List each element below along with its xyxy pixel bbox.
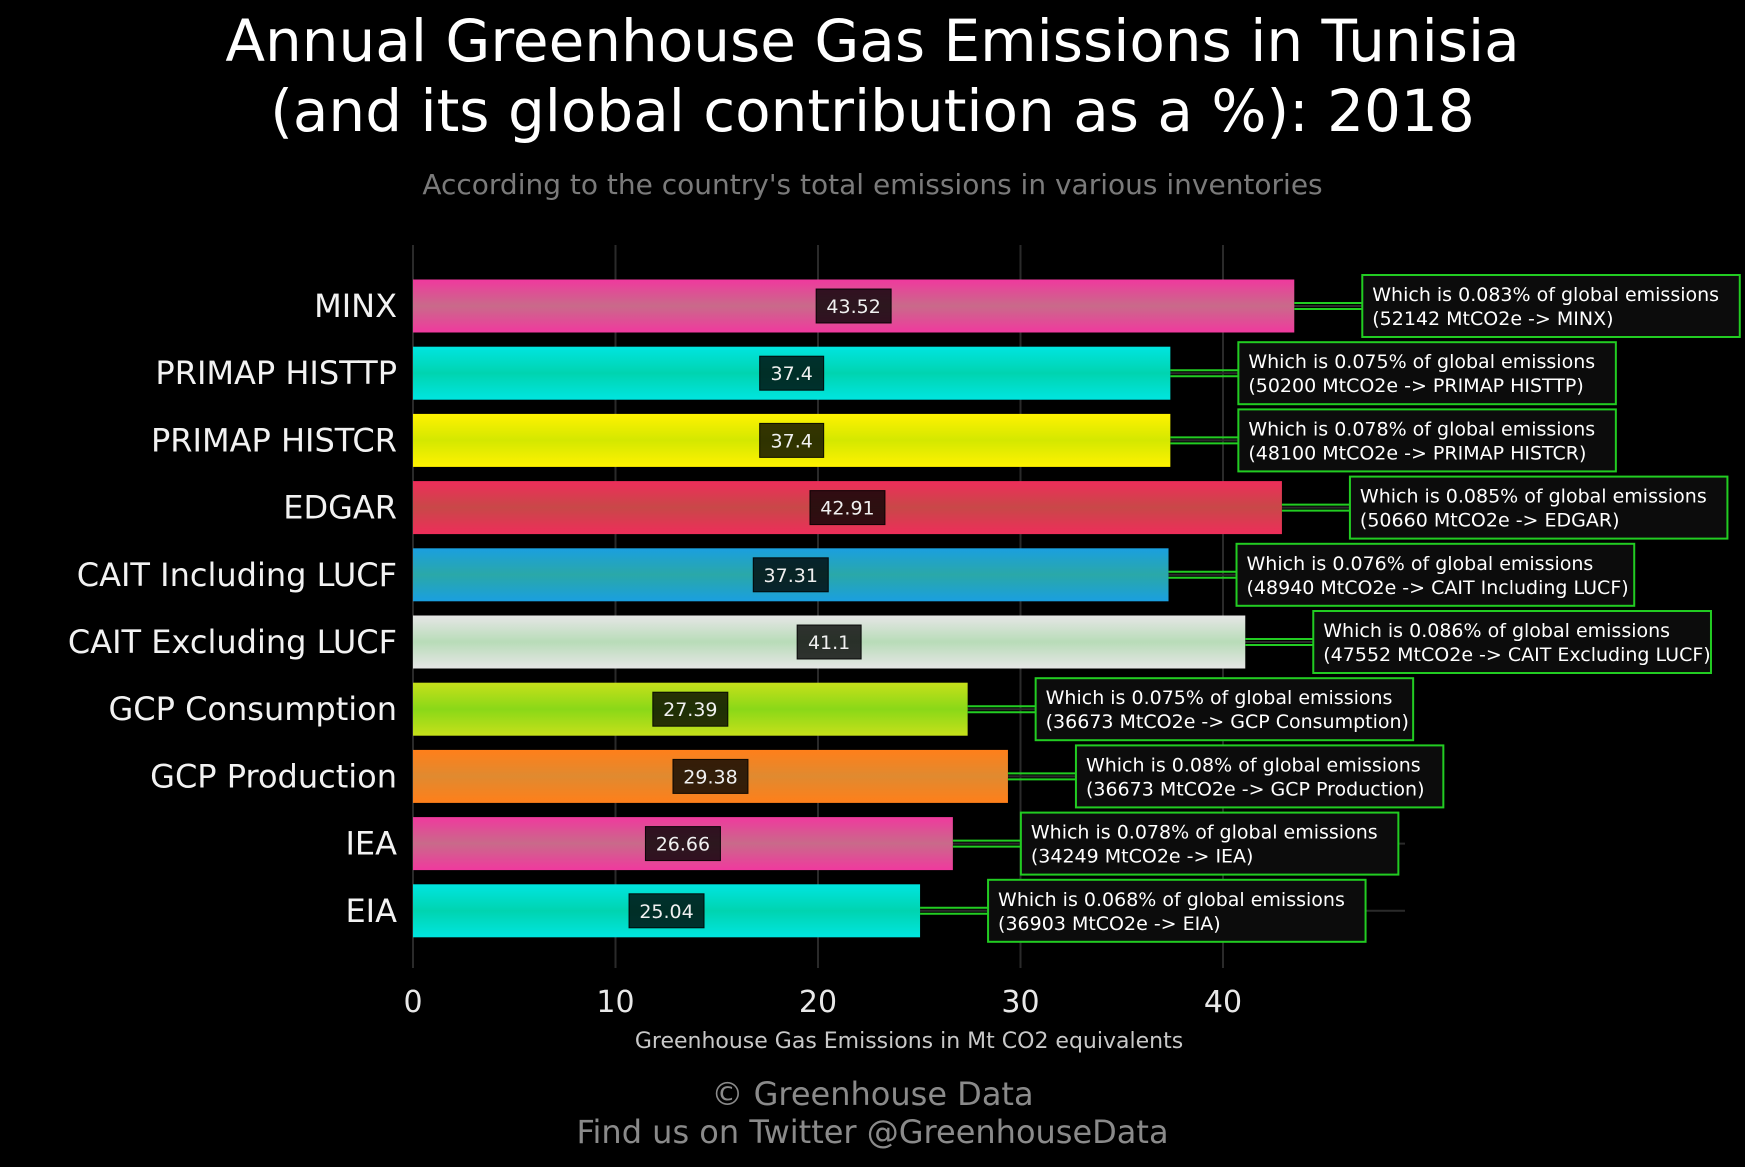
- annotation-box: [1019, 811, 1400, 876]
- annotation-line1: Which is 0.078% of global emissions: [1031, 822, 1378, 844]
- category-label: GCP Consumption: [108, 690, 397, 728]
- footer-copyright: © Greenhouse Data: [711, 1075, 1034, 1113]
- annotation-line1: Which is 0.078% of global emissions: [1248, 418, 1595, 440]
- category-label: CAIT Including LUCF: [77, 556, 397, 594]
- annotation-line1: Which is 0.086% of global emissions: [1323, 620, 1670, 642]
- annotation-box: [1348, 475, 1729, 540]
- value-label-box: [759, 355, 825, 391]
- chart-title: Annual Greenhouse Gas Emissions in Tunis…: [0, 6, 1745, 146]
- value-label: 37.31: [764, 565, 818, 587]
- annotation-line2: (47552 MtCO2e -> CAIT Excluding LUCF): [1323, 644, 1710, 666]
- category-label: GCP Production: [150, 757, 397, 795]
- value-label-box: [628, 893, 705, 929]
- chart-title-line2: (and its global contribution as a %): 20…: [270, 77, 1475, 145]
- annotation-line1: Which is 0.085% of global emissions: [1360, 486, 1707, 508]
- value-label-box: [644, 826, 721, 862]
- category-label: CAIT Excluding LUCF: [68, 623, 397, 661]
- annotation-box: [1312, 610, 1712, 674]
- annotation-line1: Which is 0.075% of global emissions: [1248, 351, 1595, 373]
- value-label: 27.39: [663, 699, 717, 721]
- value-label-box: [652, 691, 729, 727]
- category-label: IEA: [345, 825, 397, 863]
- value-label-box: [759, 422, 825, 458]
- value-label: 43.52: [826, 296, 880, 318]
- x-tick-label: 40: [1204, 985, 1242, 1020]
- annotation-line2: (36903 MtCO2e -> EIA): [998, 913, 1221, 935]
- annotation-box: [1074, 744, 1445, 809]
- category-label: PRIMAP HISTCR: [151, 421, 397, 459]
- annotations: Which is 0.083% of global emissions(5214…: [920, 274, 1741, 943]
- annotation-line1: Which is 0.08% of global emissions: [1086, 754, 1421, 776]
- annotation-line1: Which is 0.076% of global emissions: [1247, 553, 1594, 575]
- annotation-line2: (34249 MtCO2e -> IEA): [1031, 846, 1254, 868]
- value-label: 37.4: [771, 430, 813, 452]
- chart-title-line1: Annual Greenhouse Gas Emissions in Tunis…: [225, 7, 1520, 75]
- value-label: 41.1: [808, 632, 850, 654]
- x-tick-label: 20: [799, 985, 837, 1020]
- category-label: EIA: [345, 892, 397, 930]
- annotation-line1: Which is 0.068% of global emissions: [998, 889, 1345, 911]
- x-tick-label: 30: [1001, 985, 1039, 1020]
- annotation-box: [1237, 341, 1617, 406]
- value-label-box: [815, 288, 892, 324]
- annotation-line2: (36673 MtCO2e -> GCP Consumption): [1046, 711, 1409, 733]
- value-label-box: [809, 490, 886, 526]
- annotation-box: [1361, 274, 1741, 338]
- category-labels: MINX PRIMAP HISTTP PRIMAP HISTCR EDGAR CAIT …: [68, 287, 397, 930]
- annotation-line2: (48940 MtCO2e -> CAIT Including LUCF): [1247, 577, 1629, 599]
- annotation-box: [987, 878, 1367, 943]
- value-label-box: [752, 557, 829, 593]
- chart-subtitle: According to the country's total emissio…: [422, 168, 1323, 201]
- annotation-line2: (36673 MtCO2e -> GCP Production): [1086, 778, 1425, 800]
- x-tick-label: 10: [596, 985, 634, 1020]
- annotation-box: [1235, 542, 1636, 607]
- value-label: 29.38: [683, 766, 737, 788]
- value-label: 25.04: [639, 901, 693, 923]
- category-label: EDGAR: [283, 489, 397, 527]
- annotation-line2: (52142 MtCO2e -> MINX): [1372, 308, 1613, 330]
- annotation-box: [1034, 677, 1415, 742]
- footer-twitter: Find us on Twitter @GreenhouseData: [576, 1113, 1169, 1151]
- annotation-line2: (50200 MtCO2e -> PRIMAP HISTTP): [1248, 375, 1583, 397]
- category-label: MINX: [314, 287, 397, 325]
- annotation-line1: Which is 0.075% of global emissions: [1046, 687, 1393, 709]
- value-label: 42.91: [820, 498, 874, 520]
- annotation-line2: (48100 MtCO2e -> PRIMAP HISTCR): [1248, 442, 1586, 464]
- value-label: 26.66: [656, 834, 710, 856]
- annotation-box: [1237, 408, 1617, 473]
- x-axis-label: Greenhouse Gas Emissions in Mt CO2 equiv…: [635, 1029, 1183, 1054]
- annotation-line1: Which is 0.083% of global emissions: [1372, 284, 1719, 306]
- annotation-line2: (50660 MtCO2e -> EDGAR): [1360, 510, 1620, 532]
- value-label: 37.4: [771, 363, 813, 385]
- x-axis-ticks: 0 10 20 30 40: [403, 985, 1242, 1020]
- category-label: PRIMAP HISTTP: [155, 354, 397, 392]
- x-tick-label: 0: [403, 985, 422, 1020]
- bars: 43.52 37.4 37.4 42.91 37.31 41.1 27.39 29.38 26.…: [413, 279, 1295, 938]
- value-label-box: [796, 624, 862, 660]
- value-label-box: [672, 758, 749, 794]
